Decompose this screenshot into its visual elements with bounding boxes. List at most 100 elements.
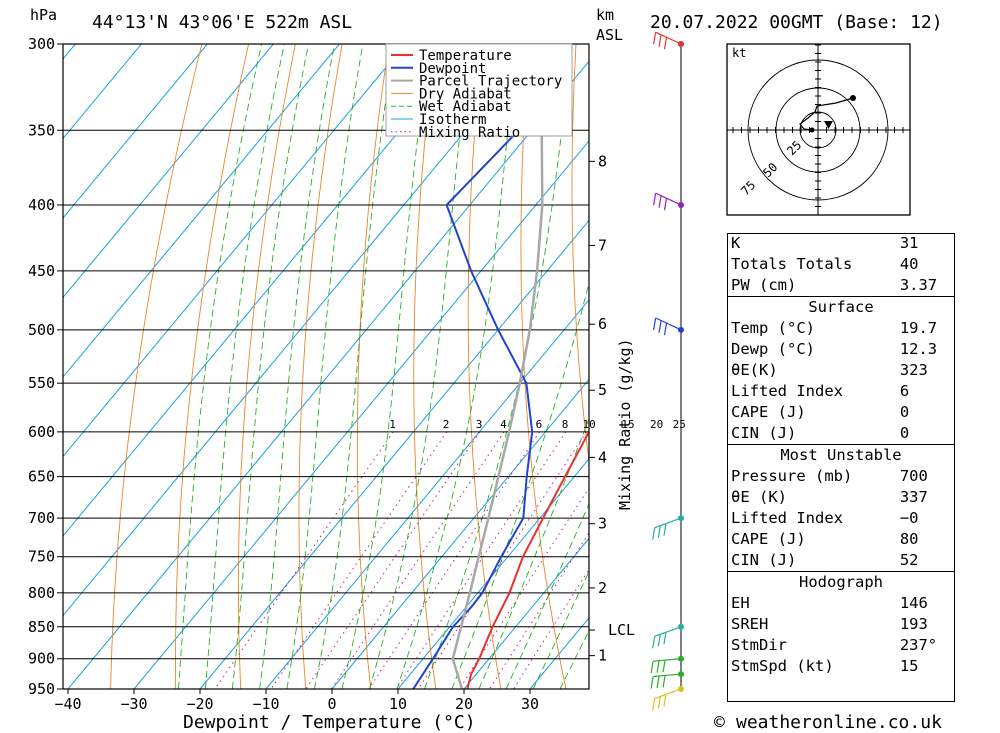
temperature-tick-label: −30 — [120, 695, 147, 713]
index-label: EH — [731, 594, 750, 612]
wind-barb — [650, 671, 684, 689]
legend-label: Isotherm — [419, 112, 486, 128]
isotherm-line — [463, 537, 589, 689]
location-title: 44°13'N 43°06'E 522m ASL — [92, 12, 352, 33]
mixing-ratio-label: 4 — [500, 418, 507, 431]
mixing-ratio-line — [513, 568, 589, 689]
isotherm-line — [63, 44, 472, 537]
dry-adiabat-line — [467, 44, 502, 689]
pressure-tick-label: 650 — [28, 468, 55, 486]
mixing-ratio-line — [395, 431, 567, 689]
mixing-ratio-line — [417, 431, 587, 689]
height-tick-label: 5 — [598, 381, 607, 399]
hodograph-startpoint — [809, 127, 815, 133]
wind-barb — [653, 192, 684, 211]
dry-adiabat-line — [237, 44, 296, 689]
index-label: PW (cm) — [731, 276, 797, 294]
index-row: StmDir 237° — [727, 635, 955, 656]
temperature-tick-label: 30 — [521, 695, 539, 713]
legend-label: Wet Adiabat — [419, 99, 512, 115]
index-value: 0 — [899, 424, 910, 442]
index-row: EH 146 — [727, 593, 955, 614]
mixing-ratio-label: 3 — [476, 418, 483, 431]
height-tick-label: 8 — [598, 152, 607, 170]
background-lines — [63, 44, 589, 689]
legend-label: Dewpoint — [419, 61, 486, 77]
isotherm-line — [63, 44, 142, 140]
index-value: 700 — [899, 467, 928, 485]
index-row: Pressure (mb) 700 — [727, 466, 955, 487]
index-label: CIN (J) — [731, 424, 797, 442]
index-label: Most Unstable — [727, 444, 955, 466]
index-row: SREH 193 — [727, 614, 955, 635]
temperature-line — [466, 428, 589, 689]
index-label: StmSpd (kt) — [731, 657, 834, 675]
temperature-tick-label: −10 — [252, 695, 279, 713]
mixing-ratio-label: 25 — [673, 418, 686, 431]
mixing-ratio-label: 10 — [583, 418, 596, 431]
wet-adiabat-line — [178, 44, 263, 689]
index-label: θE(K) — [731, 361, 778, 379]
isotherm-line — [63, 44, 274, 299]
index-label: Totals Totals — [731, 255, 853, 273]
index-value: 323 — [899, 361, 928, 379]
wet-adiabat-line — [423, 44, 572, 689]
height-unit-asl: ASL — [596, 26, 623, 44]
height-tick-label: 1 — [598, 647, 607, 665]
index-value: 6 — [899, 382, 910, 400]
wet-adiabat-line — [478, 417, 589, 689]
mixing-ratio-line — [458, 487, 589, 689]
pressure-tick-label: 850 — [28, 618, 55, 636]
wind-barb — [652, 623, 684, 649]
section-title-surface: Surface — [727, 296, 955, 318]
dry-adiabat-line — [110, 44, 203, 689]
wet-adiabat-line — [396, 44, 518, 689]
index-label: Surface — [727, 296, 955, 318]
parcel-trajectory-line — [451, 44, 544, 689]
mixing-ratio-label: 1 — [389, 418, 396, 431]
profile-series — [412, 44, 589, 689]
index-value: 3.37 — [899, 276, 938, 294]
pressure-tick-label: 750 — [28, 548, 55, 566]
indices-table: K 31 Totals Totals 40 PW (cm) 3.37 Surface Temp… — [727, 233, 955, 677]
wet-adiabat-line — [259, 44, 335, 689]
index-label: Hodograph — [727, 571, 955, 593]
temperature-tick-label: 0 — [327, 695, 336, 713]
isotherm-line — [265, 299, 589, 689]
index-value: 0 — [899, 403, 910, 421]
pressure-tick-label: 400 — [28, 196, 55, 214]
mixing-ratio-axis-title: Mixing Ratio (g/kg) — [616, 338, 634, 510]
index-value: 237° — [899, 636, 938, 654]
index-row: CAPE (J) 0 — [727, 402, 955, 423]
index-row: Lifted Index 6 — [727, 381, 955, 402]
index-value: 40 — [899, 255, 919, 273]
pressure-tick-label: 300 — [28, 35, 55, 53]
height-tick-label: LCL — [608, 621, 635, 639]
temperature-tick-label: −40 — [54, 695, 81, 713]
mixing-ratio-label: 2 — [443, 418, 450, 431]
mixing-ratio-line — [214, 431, 394, 689]
isotherm-line — [63, 44, 538, 617]
wind-barb — [653, 31, 684, 50]
height-tick-label: 7 — [598, 236, 607, 254]
index-label: Lifted Index — [731, 382, 843, 400]
temperature-tick-label: −20 — [186, 695, 213, 713]
height-tick-label: 3 — [598, 515, 607, 533]
index-row: CIN (J) 0 — [727, 423, 955, 445]
index-value: 15 — [899, 657, 919, 675]
index-row: PW (cm) 3.37 — [727, 275, 955, 297]
index-label: K — [731, 234, 741, 252]
pressure-tick-label: 450 — [28, 262, 55, 280]
wet-adiabat-line — [286, 44, 364, 689]
mixing-ratio-label: 15 — [621, 418, 634, 431]
dry-adiabat-line — [175, 44, 250, 689]
height-tick-label: 6 — [598, 315, 607, 333]
index-label: Dewp (°C) — [731, 340, 815, 358]
pressure-tick-label: 350 — [28, 121, 55, 139]
index-value: 12.3 — [899, 340, 938, 358]
wind-barb — [652, 515, 684, 540]
pressure-tick-label: 950 — [28, 680, 55, 698]
height-tick-label: 4 — [598, 448, 607, 466]
isotherm-line — [63, 44, 208, 219]
